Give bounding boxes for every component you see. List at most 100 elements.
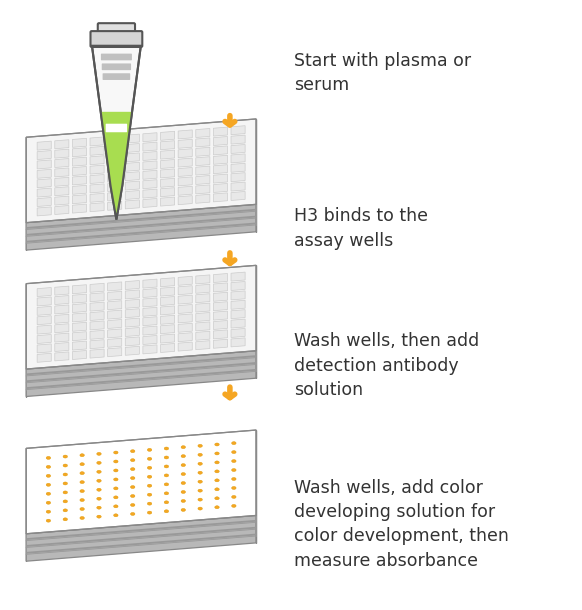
Polygon shape <box>231 192 245 201</box>
Ellipse shape <box>147 458 152 461</box>
Polygon shape <box>196 138 210 147</box>
Polygon shape <box>72 195 87 204</box>
Polygon shape <box>178 186 192 195</box>
Ellipse shape <box>198 444 203 447</box>
Polygon shape <box>231 173 245 182</box>
Polygon shape <box>90 321 104 330</box>
Polygon shape <box>101 112 132 220</box>
Ellipse shape <box>147 448 152 451</box>
Polygon shape <box>90 165 104 174</box>
Ellipse shape <box>164 447 169 450</box>
Polygon shape <box>108 173 122 182</box>
Polygon shape <box>214 283 228 292</box>
Polygon shape <box>90 302 104 311</box>
Polygon shape <box>26 362 256 382</box>
Polygon shape <box>161 150 175 159</box>
Polygon shape <box>72 157 87 166</box>
Ellipse shape <box>215 443 219 446</box>
Polygon shape <box>125 318 139 327</box>
Polygon shape <box>143 189 157 198</box>
Polygon shape <box>90 156 104 165</box>
Ellipse shape <box>63 464 68 467</box>
Text: Wash wells, then add
detection antibody
solution: Wash wells, then add detection antibody … <box>294 332 479 399</box>
Polygon shape <box>37 306 51 315</box>
FancyBboxPatch shape <box>98 23 135 34</box>
Polygon shape <box>108 339 122 347</box>
Polygon shape <box>161 334 175 343</box>
Ellipse shape <box>130 503 135 506</box>
Polygon shape <box>26 520 256 540</box>
Ellipse shape <box>46 492 51 495</box>
Polygon shape <box>37 160 51 169</box>
Polygon shape <box>72 148 87 157</box>
Polygon shape <box>143 336 157 345</box>
Ellipse shape <box>46 519 51 522</box>
Polygon shape <box>55 305 69 314</box>
Polygon shape <box>108 182 122 192</box>
Polygon shape <box>196 293 210 303</box>
Ellipse shape <box>46 501 51 504</box>
FancyBboxPatch shape <box>101 54 132 60</box>
Polygon shape <box>196 331 210 340</box>
Polygon shape <box>90 146 104 156</box>
Polygon shape <box>26 265 256 369</box>
Polygon shape <box>55 196 69 205</box>
Polygon shape <box>161 131 175 140</box>
Polygon shape <box>90 174 104 184</box>
Polygon shape <box>26 515 256 561</box>
Polygon shape <box>72 332 87 341</box>
Polygon shape <box>214 174 228 183</box>
Polygon shape <box>214 165 228 174</box>
Ellipse shape <box>97 470 101 473</box>
Polygon shape <box>72 294 87 303</box>
Ellipse shape <box>113 469 118 472</box>
Polygon shape <box>108 282 122 291</box>
Polygon shape <box>214 320 228 329</box>
Ellipse shape <box>198 471 203 474</box>
Polygon shape <box>108 348 122 357</box>
Polygon shape <box>231 272 245 281</box>
Ellipse shape <box>147 502 152 505</box>
Ellipse shape <box>63 500 68 503</box>
Polygon shape <box>108 201 122 210</box>
Polygon shape <box>178 158 192 167</box>
Ellipse shape <box>80 508 84 511</box>
Polygon shape <box>37 353 51 362</box>
Polygon shape <box>26 430 256 534</box>
Polygon shape <box>37 188 51 197</box>
Ellipse shape <box>232 504 236 508</box>
Polygon shape <box>196 147 210 156</box>
Polygon shape <box>125 153 139 162</box>
Ellipse shape <box>232 478 236 481</box>
FancyBboxPatch shape <box>106 124 127 132</box>
Polygon shape <box>125 309 139 318</box>
Ellipse shape <box>80 490 84 493</box>
Polygon shape <box>143 180 157 188</box>
Polygon shape <box>26 369 256 389</box>
Polygon shape <box>214 311 228 320</box>
Polygon shape <box>214 330 228 339</box>
Polygon shape <box>196 157 210 166</box>
Ellipse shape <box>80 517 84 520</box>
Polygon shape <box>26 351 256 397</box>
Polygon shape <box>231 145 245 154</box>
Polygon shape <box>214 156 228 164</box>
Ellipse shape <box>215 452 219 455</box>
Ellipse shape <box>63 473 68 476</box>
Polygon shape <box>125 190 139 199</box>
Polygon shape <box>178 314 192 323</box>
Ellipse shape <box>97 515 101 518</box>
Polygon shape <box>178 304 192 314</box>
Ellipse shape <box>181 446 186 449</box>
Ellipse shape <box>113 487 118 490</box>
Polygon shape <box>178 130 192 139</box>
Ellipse shape <box>181 473 186 476</box>
Polygon shape <box>161 306 175 315</box>
Ellipse shape <box>164 465 169 468</box>
Ellipse shape <box>113 505 118 508</box>
Ellipse shape <box>97 461 101 464</box>
Polygon shape <box>125 337 139 346</box>
Ellipse shape <box>113 451 118 454</box>
Text: Wash wells, add color
developing solution for
color development, then
measure ab: Wash wells, add color developing solutio… <box>294 479 509 570</box>
Polygon shape <box>178 168 192 176</box>
